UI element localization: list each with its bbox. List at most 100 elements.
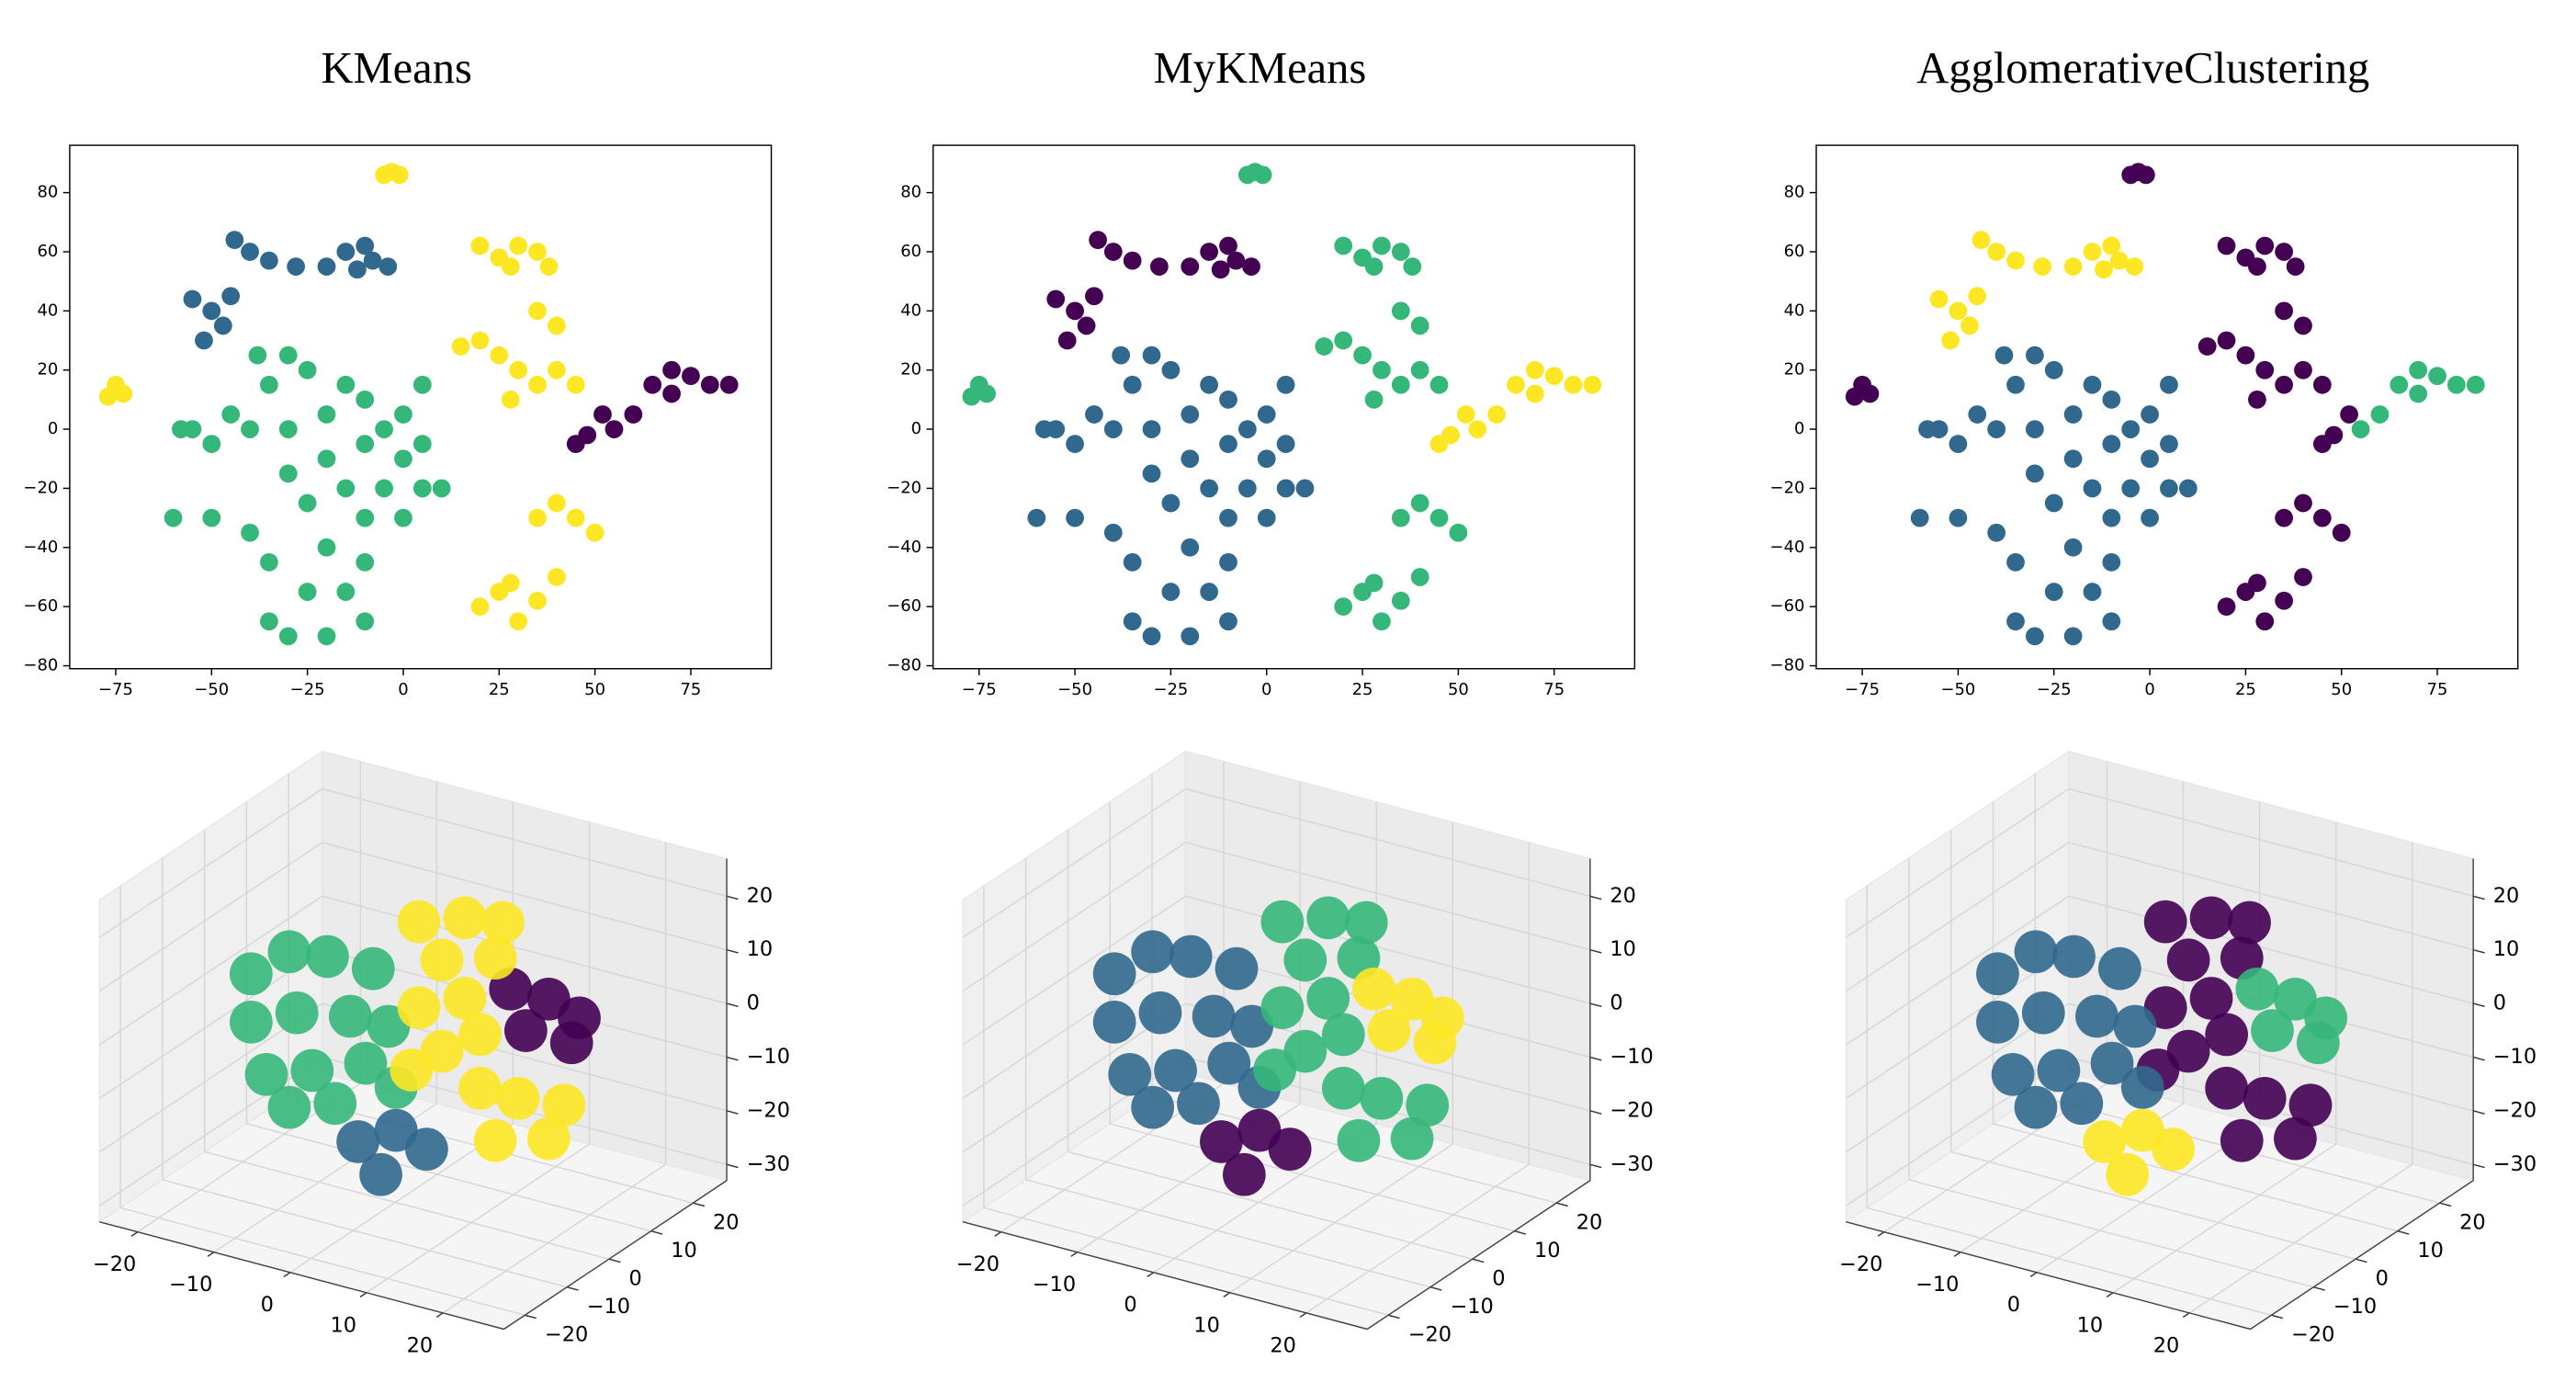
point — [317, 257, 336, 276]
point — [1364, 573, 1384, 593]
point — [1085, 405, 1103, 424]
point — [2235, 967, 2279, 1011]
point — [1222, 1152, 1266, 1196]
point — [202, 508, 221, 527]
point — [566, 435, 585, 454]
point — [719, 375, 739, 394]
point — [2083, 243, 2102, 261]
point — [336, 375, 356, 394]
point — [2090, 1041, 2134, 1085]
grid-line — [162, 1179, 568, 1288]
x-tick-label: −25 — [290, 680, 325, 699]
point — [1181, 538, 1200, 557]
point — [2083, 375, 2102, 394]
point — [443, 896, 487, 940]
point — [2255, 612, 2275, 631]
x-tick-label: 25 — [489, 680, 510, 699]
y-tick-label: −20 — [23, 478, 58, 497]
point — [2274, 1116, 2317, 1161]
point — [221, 405, 241, 424]
y-tick-label: 20 — [1576, 1210, 1603, 1234]
point — [390, 1048, 434, 1092]
point — [164, 508, 183, 527]
x-tick — [2182, 1312, 2190, 1319]
y-tick-label: −20 — [887, 478, 921, 497]
point — [2063, 538, 2083, 557]
point — [2083, 583, 2102, 601]
point — [662, 360, 681, 379]
point — [1192, 994, 1236, 1038]
point — [356, 391, 375, 409]
z-tick — [1589, 895, 1602, 901]
point — [1237, 165, 1257, 185]
y-tick-label: −10 — [587, 1295, 630, 1319]
y-tick — [2313, 1286, 2325, 1291]
point — [1276, 435, 1295, 454]
point — [2255, 236, 2275, 255]
z-tick-label: −30 — [2493, 1152, 2536, 1176]
x-tick-label: −10 — [169, 1273, 212, 1297]
grid-line — [2068, 842, 2474, 951]
point — [1391, 301, 1410, 321]
point — [585, 523, 604, 542]
point — [2228, 901, 2271, 945]
point — [542, 1083, 586, 1127]
grid-line — [1229, 1143, 1453, 1294]
point — [225, 231, 244, 249]
point — [317, 405, 336, 424]
point — [1456, 405, 1475, 424]
point — [1352, 967, 1395, 1011]
point — [1257, 405, 1276, 424]
x-tick-label: −50 — [1940, 680, 1975, 699]
point — [2288, 1083, 2333, 1127]
point — [470, 236, 490, 255]
point — [2312, 508, 2332, 527]
z-tick-label: 20 — [2493, 884, 2520, 908]
z-tick — [726, 948, 739, 954]
point — [528, 591, 547, 610]
point — [313, 1082, 357, 1126]
x-tick — [1299, 1312, 1307, 1319]
point — [2098, 946, 2141, 991]
point — [1918, 420, 1937, 438]
x-tick — [1877, 1231, 1885, 1237]
point — [241, 523, 259, 542]
z-tick — [2472, 1003, 2485, 1008]
x-tick-label: −20 — [956, 1252, 1000, 1276]
x-tick-label: 50 — [2331, 680, 2352, 699]
point — [394, 508, 412, 527]
point — [1219, 508, 1237, 527]
point — [202, 301, 221, 321]
grid-line — [1110, 1123, 1515, 1232]
point — [2014, 1085, 2058, 1129]
point — [2109, 251, 2129, 270]
point — [547, 316, 566, 335]
z-tick-label: −30 — [1610, 1152, 1653, 1176]
point — [504, 1009, 548, 1052]
point — [1085, 287, 1103, 306]
point — [2006, 375, 2025, 394]
y-tick-label: −10 — [1450, 1295, 1493, 1319]
y-tick-label: −20 — [1408, 1322, 1452, 1346]
point — [2255, 360, 2275, 379]
axis-line — [2250, 1180, 2474, 1331]
point — [2205, 1013, 2249, 1057]
point — [1991, 1052, 2035, 1096]
z-tick-label: 0 — [747, 991, 760, 1015]
axis-line — [503, 1180, 728, 1331]
point — [2025, 627, 2044, 646]
point — [2409, 384, 2428, 403]
point — [1525, 384, 1544, 403]
point — [1200, 583, 1219, 601]
y-tick-label: 0 — [911, 419, 921, 438]
x-tick-label: −75 — [962, 680, 997, 699]
y-tick-label: 0 — [1492, 1266, 1505, 1290]
point — [244, 1052, 288, 1096]
point — [624, 405, 643, 424]
x-tick-label: −25 — [1153, 680, 1188, 699]
point — [317, 627, 336, 646]
point — [1138, 991, 1182, 1035]
point — [1211, 260, 1230, 279]
point — [2189, 977, 2233, 1020]
point — [1260, 900, 1305, 944]
